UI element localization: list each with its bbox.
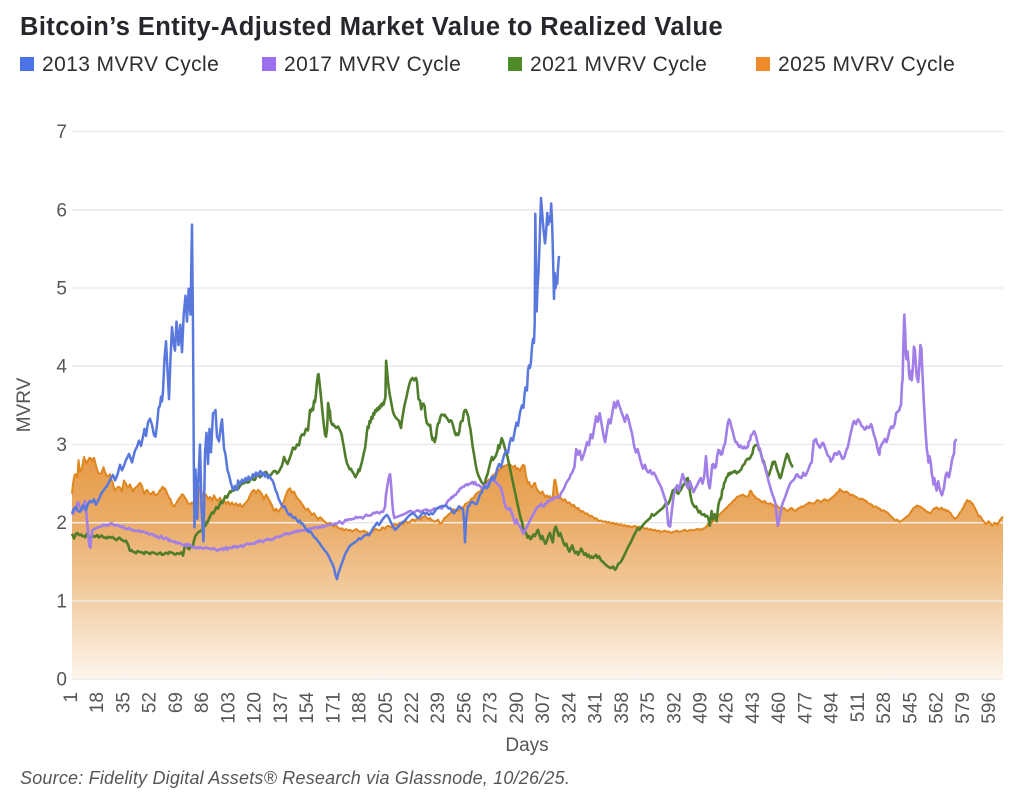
svg-text:0: 0 [56,670,67,691]
svg-text:69: 69 [166,692,187,713]
svg-text:1: 1 [56,592,67,613]
svg-text:579: 579 [953,692,974,724]
svg-text:528: 528 [874,692,895,724]
svg-text:494: 494 [822,692,843,724]
svg-text:324: 324 [559,692,580,724]
svg-text:35: 35 [114,692,135,713]
svg-text:273: 273 [481,692,502,724]
svg-text:1: 1 [61,692,82,703]
svg-text:239: 239 [428,692,449,724]
svg-text:460: 460 [769,692,790,724]
svg-text:5: 5 [56,279,67,300]
svg-text:426: 426 [717,692,738,724]
svg-text:545: 545 [900,692,921,724]
svg-text:4: 4 [56,357,67,378]
svg-text:596: 596 [979,692,1000,724]
svg-text:392: 392 [664,692,685,724]
svg-text:341: 341 [586,692,607,724]
svg-text:154: 154 [297,692,318,724]
svg-text:375: 375 [638,692,659,724]
svg-text:52: 52 [140,692,161,713]
svg-text:290: 290 [507,692,528,724]
svg-text:103: 103 [218,692,239,724]
svg-text:511: 511 [848,692,869,722]
svg-text:7: 7 [56,122,67,143]
svg-text:205: 205 [376,692,397,724]
svg-text:307: 307 [533,692,554,724]
svg-text:256: 256 [454,692,475,724]
svg-text:3: 3 [56,435,67,456]
svg-text:Days: Days [505,735,548,756]
svg-text:562: 562 [927,692,948,724]
svg-text:MVRV: MVRV [14,377,35,432]
svg-text:120: 120 [245,692,266,724]
svg-text:443: 443 [743,692,764,724]
svg-text:18: 18 [87,692,108,713]
svg-text:409: 409 [691,692,712,724]
svg-text:171: 171 [323,692,344,724]
svg-text:358: 358 [612,692,633,724]
svg-text:477: 477 [795,692,816,724]
svg-text:86: 86 [192,692,213,713]
svg-text:6: 6 [56,200,67,221]
svg-text:137: 137 [271,692,292,724]
svg-text:188: 188 [350,692,371,724]
svg-text:2: 2 [56,513,67,534]
svg-text:222: 222 [402,692,423,724]
